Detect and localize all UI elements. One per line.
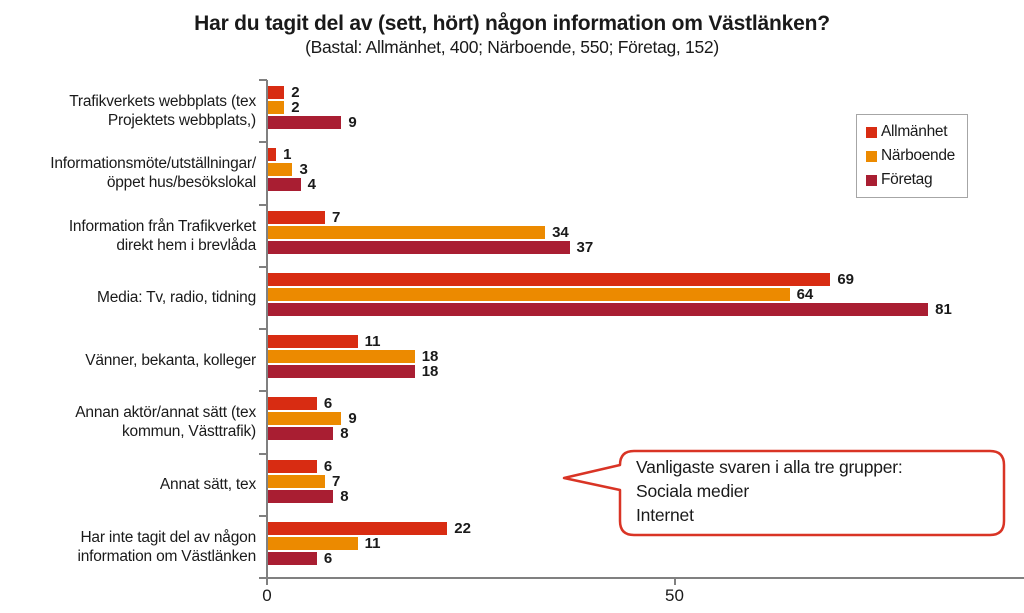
legend-label: Närboende bbox=[881, 147, 955, 164]
value-label: 11 bbox=[364, 534, 381, 552]
x-tick-label: 0 bbox=[262, 586, 272, 605]
bar-företag bbox=[268, 116, 342, 129]
bar-närboende bbox=[268, 412, 342, 426]
x-axis-tick bbox=[673, 579, 676, 585]
bar-företag bbox=[268, 551, 317, 565]
value-label: 8 bbox=[340, 487, 349, 505]
callout-line: Vanligaste svaren i alla tre grupper: bbox=[636, 457, 903, 477]
bar-allmänhet bbox=[268, 86, 285, 99]
bar-närboende bbox=[268, 101, 285, 114]
legend-item: Allmänhet bbox=[866, 123, 963, 141]
x-axis-tick bbox=[266, 579, 268, 585]
bar-företag bbox=[268, 240, 570, 254]
legend-swatch bbox=[866, 126, 877, 138]
bar-närboende bbox=[268, 474, 326, 488]
bar-närboende bbox=[268, 287, 790, 301]
bar-närboende bbox=[268, 350, 415, 363]
value-label: 9 bbox=[348, 410, 357, 428]
bar-företag bbox=[268, 302, 929, 316]
value-label: 4 bbox=[307, 176, 316, 194]
category-label: Trafikverkets webbplats (tex Projektets … bbox=[69, 93, 256, 130]
y-axis-tick bbox=[259, 328, 267, 330]
value-label: 1 bbox=[283, 146, 292, 164]
value-label: 6 bbox=[323, 395, 333, 413]
bar-allmänhet bbox=[268, 335, 358, 348]
value-label: 7 bbox=[332, 472, 341, 490]
legend-swatch bbox=[866, 150, 877, 162]
callout-bubble: Vanligaste svaren i alla tre grupper: Soc… bbox=[558, 449, 1020, 545]
value-label: 34 bbox=[552, 223, 569, 241]
callout-text: Vanligaste svaren i alla tre grupper: Soc… bbox=[636, 455, 903, 527]
bar-allmänhet bbox=[268, 272, 831, 286]
y-axis-tick bbox=[259, 265, 267, 268]
value-label: 6 bbox=[323, 549, 333, 567]
y-axis-line bbox=[266, 80, 268, 578]
bar-företag bbox=[268, 178, 301, 192]
bar-företag bbox=[268, 489, 334, 503]
category-label: Vänner, bekanta, kolleger bbox=[85, 351, 256, 369]
y-axis-tick bbox=[259, 203, 267, 206]
bar-allmänhet bbox=[268, 397, 317, 411]
category-label: Har inte tagit del av någon information … bbox=[77, 528, 256, 565]
value-label: 11 bbox=[364, 333, 381, 350]
value-label: 9 bbox=[348, 114, 357, 131]
value-label: 3 bbox=[299, 161, 308, 179]
bar-allmänhet bbox=[268, 459, 317, 473]
x-tick-label: 50 bbox=[665, 586, 684, 605]
value-label: 2 bbox=[291, 84, 300, 101]
category-label: Media: Tv, radio, tidning bbox=[97, 289, 256, 307]
chart-subtitle: (Bastal: Allmänhet, 400; Närboende, 550;… bbox=[305, 37, 719, 57]
bar-närboende bbox=[268, 536, 358, 550]
y-axis-tick bbox=[259, 141, 267, 144]
category-label: Informationsmöte/utställningar/ öppet hu… bbox=[50, 155, 256, 192]
speech-bubble-shape bbox=[562, 449, 1006, 537]
legend-label: Företag bbox=[881, 171, 933, 188]
legend-label: Allmänhet bbox=[881, 123, 948, 140]
value-label: 18 bbox=[421, 348, 439, 365]
value-label: 81 bbox=[935, 300, 952, 318]
category-label: Annat sätt, tex bbox=[159, 476, 256, 494]
y-axis-tick bbox=[259, 514, 267, 517]
value-label: 7 bbox=[332, 208, 341, 226]
bar-allmänhet bbox=[268, 521, 448, 535]
legend: Allmänhet Närboende Företag bbox=[856, 114, 968, 198]
value-label: 6 bbox=[323, 457, 333, 475]
category-label: Annan aktör/annat sätt (tex kommun, Väst… bbox=[75, 404, 256, 441]
y-axis-tick bbox=[259, 79, 267, 81]
callout-line: Sociala medier bbox=[636, 481, 749, 501]
bar-allmänhet bbox=[268, 210, 326, 224]
bar-närboende bbox=[268, 163, 293, 177]
value-label: 37 bbox=[576, 238, 594, 256]
category-label: Information från Trafikverket direkt hem… bbox=[68, 217, 256, 254]
value-label: 8 bbox=[340, 425, 349, 443]
x-axis-line bbox=[266, 577, 1024, 579]
value-label: 22 bbox=[454, 519, 471, 537]
chart-title: Har du tagit del av (sett, hört) någon i… bbox=[194, 12, 830, 35]
legend-swatch bbox=[866, 174, 877, 186]
y-axis-tick bbox=[259, 390, 267, 393]
value-label: 18 bbox=[421, 363, 439, 380]
y-axis-tick bbox=[259, 452, 267, 455]
legend-item: Närboende bbox=[866, 147, 963, 165]
legend-item: Företag bbox=[866, 171, 963, 189]
value-label: 69 bbox=[837, 270, 855, 288]
bar-allmänhet bbox=[268, 148, 277, 162]
callout-line: Internet bbox=[636, 505, 694, 525]
value-label: 64 bbox=[796, 285, 814, 303]
bar-närboende bbox=[268, 225, 546, 239]
value-label: 2 bbox=[291, 99, 300, 116]
bar-företag bbox=[268, 365, 415, 378]
bar-företag bbox=[268, 427, 334, 441]
y-axis-tick bbox=[259, 577, 267, 579]
